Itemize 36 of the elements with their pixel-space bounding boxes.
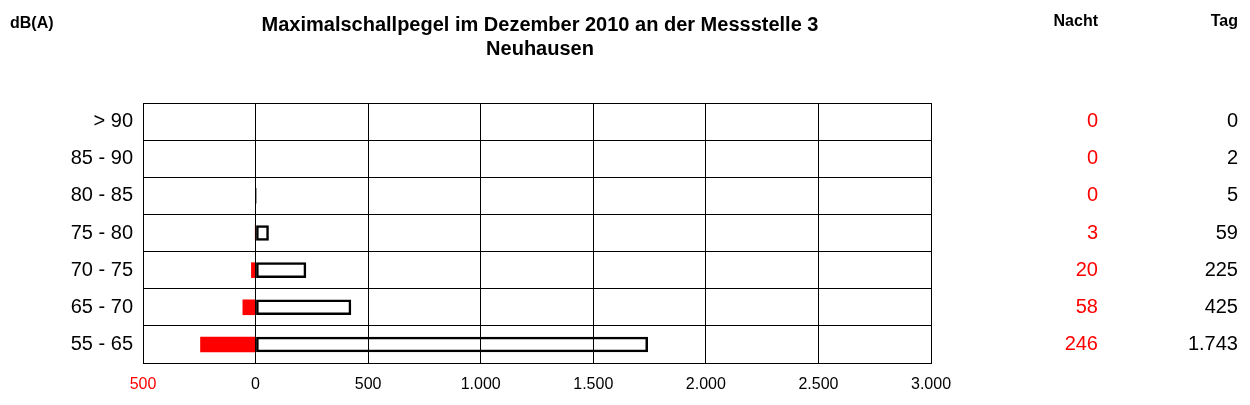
x-tick-label: 2.500 [798,375,839,393]
data-label: 0 [1226,109,1238,132]
y-tick-label: 70 - 75 [70,257,133,280]
x-tick-label: 500 [354,375,382,393]
chart-title: Maximalschallpegel im Dezember 2010 an der Messstelle 3 Neuhausen [260,12,820,60]
x-tick-label: 1.000 [460,375,501,393]
bar [200,336,256,353]
data-label: 58 [1075,294,1098,317]
x-tick-label: 3.000 [910,375,952,393]
data-label: 0 [1086,183,1098,206]
bar [251,262,256,278]
x-tick-label: 1.500 [573,375,614,393]
data-label: 3 [1086,220,1098,243]
data-label: 5 [1226,183,1238,206]
data-label: 246 [1064,331,1098,354]
x-tick-label: 500 [129,375,157,393]
data-label: 225 [1204,257,1238,280]
y-tick-label: 65 - 70 [70,294,133,317]
text: Nacht [1053,12,1099,30]
data-label: 0 [1086,109,1098,132]
data-label: 1.743 [1187,331,1238,354]
y-tick-label: 75 - 80 [70,220,133,243]
y-tick-label: 55 - 65 [70,331,133,354]
bar [242,299,256,316]
y-tick-label: 85 - 90 [70,146,133,169]
data-label: 425 [1204,294,1238,317]
data-label: 0 [1086,146,1098,169]
x-tick-label: 2.000 [685,375,726,393]
x-tick-label: 0 [251,375,261,393]
data-label: 2 [1226,146,1238,169]
y-tick-label: > 90 [93,109,133,132]
y-tick-label: 80 - 85 [70,183,133,206]
data-label: 20 [1075,257,1098,280]
data-label: 59 [1215,220,1238,243]
text: Tag [1210,12,1238,30]
y-axis-title: dB(A) [10,14,54,32]
